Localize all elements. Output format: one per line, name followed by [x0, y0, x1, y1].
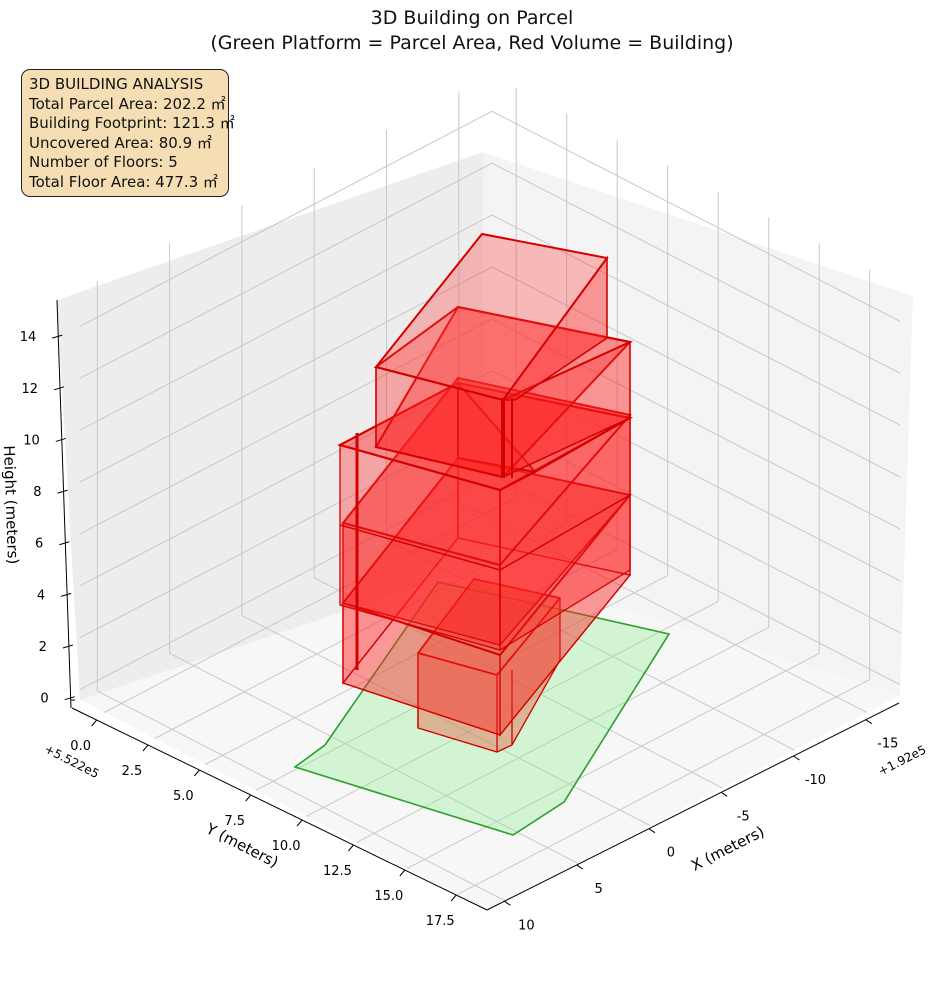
info-building-footprint: Building Footprint: 121.3 ㎡ [29, 114, 235, 132]
info-heading: 3D BUILDING ANALYSIS [29, 75, 204, 93]
z-tick-mark [60, 592, 72, 597]
y-tick-mark [193, 769, 200, 777]
z-tick-label: 14 [20, 330, 37, 345]
y-tick-label: 5.0 [173, 789, 194, 804]
x-tick-label: 5 [594, 882, 602, 897]
grid-line-z [79, 110, 901, 327]
x-tick-label: -10 [805, 773, 826, 788]
grid-line-y [356, 217, 770, 843]
z-tick-mark [59, 541, 70, 546]
grid-line-y [406, 243, 820, 869]
z-tick-label: 4 [37, 588, 45, 603]
grid-line-z [79, 162, 901, 379]
chart-title: 3D Building on Parcel [370, 7, 574, 29]
x-tick-mark [576, 864, 583, 870]
x-tick-mark [720, 791, 728, 797]
pane-right [483, 152, 913, 695]
grid-line-x [458, 92, 868, 713]
y-tick-mark [245, 794, 252, 802]
grid-lines [79, 87, 901, 902]
y-tick-label: 2.5 [122, 764, 143, 779]
floor-2-bottom [341, 537, 632, 736]
z-tick-label: 10 [23, 433, 40, 448]
grid-line-y [204, 139, 618, 765]
grid-line-y [255, 165, 669, 791]
grid-line-z [79, 266, 901, 483]
grid-line-y [457, 269, 871, 895]
analysis-info-box: 3D BUILDING ANALYSIS Total Parcel Area: … [21, 69, 235, 197]
x-tick-label: 0 [667, 846, 675, 861]
x-axis-label: X (meters) [688, 822, 767, 874]
z-axis-label: Height (meters) [0, 445, 22, 565]
x-tick-mark [865, 719, 873, 725]
info-uncovered-area: Uncovered Area: 80.9 ㎡ [29, 133, 212, 152]
y-tick-mark [399, 869, 406, 877]
z-tick-mark [64, 696, 75, 701]
z-tick-label: 8 [33, 485, 41, 500]
floor-2 [341, 456, 632, 737]
y-tick-mark [450, 894, 457, 902]
x-tick-mark [504, 900, 511, 906]
x-tick-label: -15 [877, 737, 898, 752]
grid-line-y [103, 87, 517, 713]
z-tick-mark [55, 437, 66, 442]
y-tick-mark [91, 719, 98, 727]
x-axis-line [486, 702, 900, 911]
z-tick-label: 6 [35, 537, 43, 552]
grid-line-x [169, 243, 578, 864]
z-tick-mark [62, 644, 74, 649]
z-tick-label: 2 [39, 640, 47, 655]
y-tick-label: 15.0 [374, 889, 403, 904]
grid-line-x [313, 167, 723, 789]
x-tick-label: 10 [518, 918, 535, 933]
y-tick-label: 17.5 [426, 914, 455, 929]
x-tick-mark [793, 755, 800, 761]
y-tick-mark [296, 819, 303, 827]
grid-line-x [96, 280, 506, 902]
x-tick-label: -5 [737, 809, 750, 824]
floor-2-side [499, 493, 631, 652]
grid-line-x [241, 205, 651, 826]
z-tick-label: 12 [21, 382, 38, 397]
info-total-floor-area: Total Floor Area: 477.3 ㎡ [29, 172, 218, 191]
grid-line-x [386, 130, 795, 751]
y-tick-label: 0.0 [70, 739, 91, 754]
grid-line-z [79, 214, 901, 431]
y-tick-mark [142, 744, 149, 752]
y-tick-label: 10.0 [272, 839, 301, 854]
info-total-parcel-area: Total Parcel Area: 202.2 ㎡ [29, 94, 226, 113]
z-tick-label: 0 [40, 692, 48, 707]
grid-line-z [79, 370, 901, 587]
y-axis-line [71, 707, 488, 911]
y-tick-label: 7.5 [224, 814, 245, 829]
grid-line-z [79, 318, 901, 535]
axes-lines [52, 299, 900, 911]
y-tick-mark [348, 844, 354, 852]
chart-subtitle: (Green Platform = Parcel Area, Red Volum… [210, 32, 734, 54]
pane-left [57, 152, 483, 700]
info-number-of-floors: Number of Floors: 5 [29, 153, 178, 171]
z-axis-line [56, 299, 72, 709]
z-tick-mark [53, 386, 65, 391]
grid-line-y [305, 191, 719, 817]
z-tick-mark [57, 489, 68, 494]
y-tick-label: 12.5 [323, 864, 352, 879]
x-tick-mark [648, 828, 656, 834]
z-tick-mark [52, 334, 63, 339]
